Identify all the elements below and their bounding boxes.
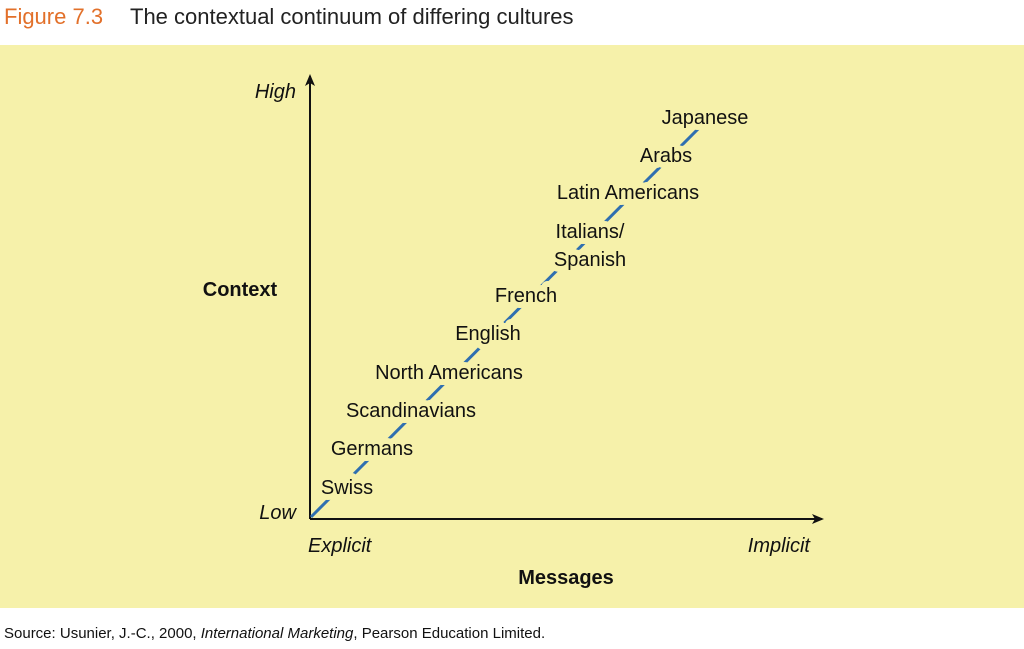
culture-label: Italians/ bbox=[556, 221, 625, 243]
y-low: Low bbox=[259, 502, 297, 524]
culture-label: Scandinavians bbox=[346, 400, 476, 422]
source-title: International Marketing bbox=[201, 625, 354, 642]
panel bbox=[0, 45, 1024, 608]
source-suffix: , Pearson Education Limited. bbox=[353, 625, 545, 642]
source-prefix: Source: Usunier, J.-C., 2000, bbox=[4, 625, 201, 642]
source: Source: Usunier, J.-C., 2000, Internatio… bbox=[4, 625, 545, 642]
culture-label: Spanish bbox=[554, 249, 626, 271]
culture-label: English bbox=[455, 323, 521, 345]
x-left: Explicit bbox=[308, 535, 373, 557]
figure-title: The contextual continuum of differing cu… bbox=[130, 4, 574, 29]
y-axis-label: Context bbox=[203, 279, 278, 301]
culture-label: Latin Americans bbox=[557, 182, 699, 204]
x-right: Implicit bbox=[748, 535, 812, 557]
culture-label: French bbox=[495, 285, 557, 307]
culture-label: North Americans bbox=[375, 362, 523, 384]
culture-label: Swiss bbox=[321, 477, 373, 499]
culture-label: Arabs bbox=[640, 145, 692, 167]
y-high: High bbox=[255, 81, 296, 103]
figure-number: Figure 7.3 bbox=[4, 4, 103, 29]
continuum-line bbox=[309, 123, 704, 519]
culture-label: Germans bbox=[331, 438, 413, 460]
x-axis-label: Messages bbox=[518, 567, 614, 589]
culture-label: Japanese bbox=[662, 107, 749, 129]
